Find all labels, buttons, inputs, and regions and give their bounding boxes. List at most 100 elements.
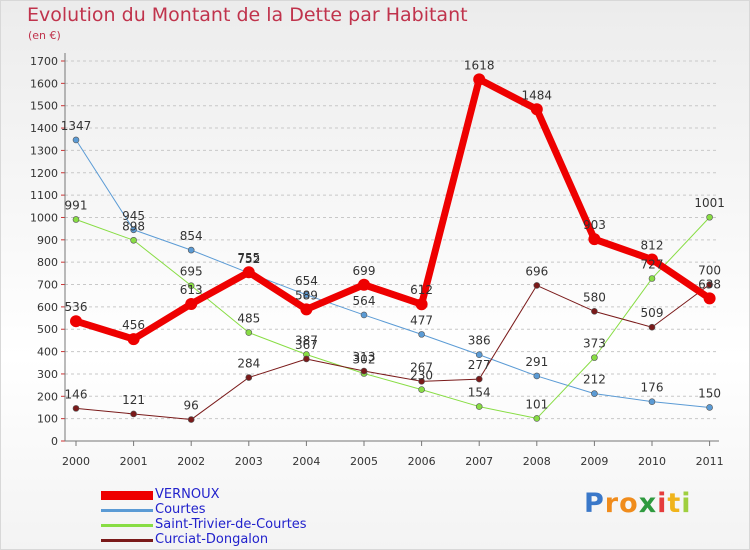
- data-point-curciat-dongalon: [72, 405, 80, 412]
- data-point-curciat-dongalon: [130, 410, 137, 418]
- data-label: 699: [353, 264, 376, 278]
- data-label: 150: [698, 386, 721, 400]
- y-tick-label: 1200: [30, 167, 58, 180]
- series-line-curciat-dongalon: [75, 284, 711, 421]
- data-label: 903: [583, 218, 606, 232]
- x-tick-label: 2001: [120, 455, 148, 468]
- data-point-vernoux: [473, 73, 486, 86]
- logo-letter: o: [619, 488, 639, 519]
- data-label: 536: [65, 300, 88, 314]
- x-tick-label: 2006: [408, 455, 436, 468]
- data-point-vernoux: [358, 278, 370, 291]
- data-point-saint-trivier-de-courtes: [418, 386, 425, 393]
- legend-swatch: [101, 508, 153, 512]
- data-point-saint-trivier-de-courtes: [648, 275, 656, 282]
- data-label: 212: [583, 373, 606, 387]
- y-tick-label: 700: [37, 279, 58, 292]
- data-point-courtes: [360, 311, 368, 319]
- data-point-curciat-dongalon: [360, 367, 368, 375]
- data-label: 695: [180, 265, 203, 279]
- y-tick-label: 600: [37, 301, 58, 314]
- series-line-courtes: [75, 139, 711, 408]
- legend-label: Curciat-Dongalon: [155, 532, 269, 547]
- gridlines: [65, 60, 719, 420]
- data-label: 386: [468, 334, 491, 348]
- legend-swatch: [101, 538, 153, 542]
- data-label: 945: [122, 209, 145, 223]
- data-point-courtes: [706, 404, 713, 411]
- legend-label: VERNOUX: [155, 487, 220, 502]
- proxiti-logo: Proxiti: [584, 488, 692, 519]
- data-label: 991: [65, 198, 88, 212]
- x-tick-label: 2011: [696, 455, 724, 468]
- data-label: 755: [237, 251, 260, 265]
- data-label: 373: [583, 337, 606, 351]
- y-tick-label: 500: [37, 323, 58, 336]
- data-label: 176: [641, 381, 664, 395]
- data-label: 477: [410, 313, 433, 327]
- data-point-curciat-dongalon: [187, 416, 195, 423]
- x-tick-label: 2008: [523, 455, 551, 468]
- legend-label: Courtes: [155, 502, 206, 517]
- data-point-curciat-dongalon: [706, 281, 713, 288]
- x-tick-label: 2004: [292, 455, 320, 468]
- x-tick-label: 2000: [62, 455, 90, 468]
- data-point-saint-trivier-de-courtes: [245, 329, 253, 336]
- chart-unit: (en €): [28, 29, 61, 42]
- data-point-vernoux: [185, 297, 198, 310]
- series-lines: [70, 73, 716, 423]
- series-line-saint-trivier-de-courtes: [75, 216, 711, 419]
- data-point-courtes: [591, 390, 598, 397]
- data-point-curciat-dongalon: [245, 374, 253, 381]
- data-point-curciat-dongalon: [591, 308, 598, 315]
- x-tick-label: 2002: [177, 455, 205, 468]
- data-label: 638: [698, 277, 721, 291]
- data-label: 1001: [694, 196, 725, 210]
- data-label: 589: [295, 288, 318, 302]
- data-label: 613: [180, 283, 203, 297]
- data-label: 367: [295, 338, 318, 352]
- data-label: 580: [583, 290, 606, 304]
- y-tick-label: 900: [37, 234, 58, 247]
- y-tick-label: 300: [37, 368, 58, 381]
- data-label: 509: [641, 306, 664, 320]
- data-point-vernoux: [127, 333, 140, 346]
- data-point-vernoux: [70, 315, 82, 328]
- data-label: 612: [410, 283, 433, 297]
- y-tick-label: 0: [51, 435, 58, 448]
- data-label: 284: [237, 357, 260, 371]
- x-tick-label: 2005: [350, 455, 378, 468]
- data-label: 121: [122, 393, 145, 407]
- y-tick-label: 1300: [30, 144, 58, 157]
- y-tick-label: 1600: [30, 77, 58, 90]
- data-point-curciat-dongalon: [475, 375, 483, 383]
- logo-letter: t: [667, 488, 682, 519]
- data-point-vernoux: [588, 233, 601, 246]
- data-label: 654: [295, 274, 318, 288]
- logo-letter: x: [638, 488, 658, 519]
- data-point-courtes: [130, 226, 137, 234]
- data-label: 313: [353, 350, 376, 364]
- data-point-courtes: [418, 331, 425, 338]
- data-label: 277: [468, 358, 491, 372]
- data-labels: 536 456 613 755 589 699 612 1618 1484 903 812 638 13…: [61, 58, 725, 412]
- data-point-saint-trivier-de-courtes: [130, 236, 137, 244]
- data-label: 700: [698, 264, 721, 278]
- data-point-saint-trivier-de-courtes: [706, 213, 713, 221]
- legend-label: Saint-Trivier-de-Courtes: [155, 517, 307, 532]
- x-tick-label: 2010: [638, 455, 666, 468]
- data-label: 752: [237, 252, 260, 266]
- data-label: 146: [65, 387, 88, 401]
- data-point-courtes: [72, 136, 80, 144]
- logo-letter: P: [584, 488, 605, 519]
- data-label: 230: [410, 369, 433, 383]
- y-tick-label: 400: [37, 346, 58, 359]
- line-chart: 0 100 200 300 400 500 600 700 800 900 1000 1100 1200…: [30, 53, 725, 468]
- data-point-saint-trivier-de-courtes: [475, 403, 483, 410]
- data-label: 1484: [522, 88, 553, 102]
- series-line-vernoux: [72, 75, 714, 343]
- data-point-vernoux: [646, 253, 658, 266]
- data-label: 812: [641, 238, 664, 252]
- data-label: 456: [122, 318, 145, 332]
- data-point-curciat-dongalon: [648, 323, 656, 331]
